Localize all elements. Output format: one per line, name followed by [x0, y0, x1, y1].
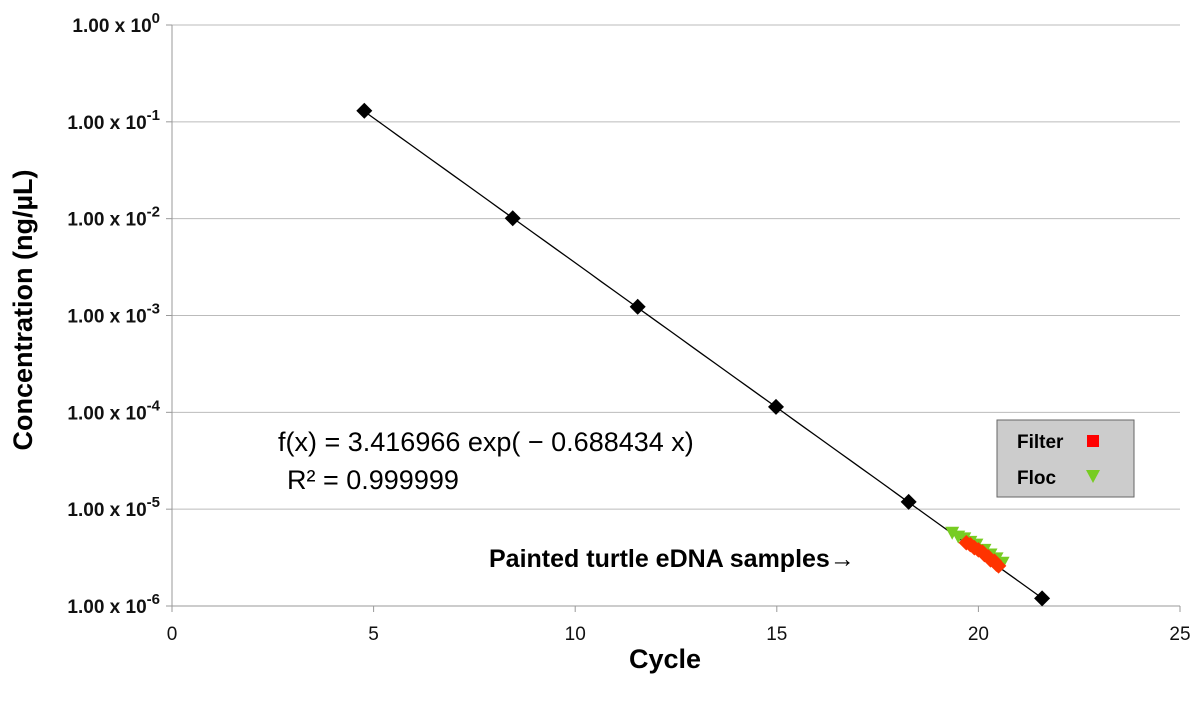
y-tick-label: 1.00 x 10-6: [67, 591, 160, 618]
x-tick-label: 5: [368, 624, 379, 645]
x-axis-ticks: 0 5 10 15 20 25: [167, 606, 1191, 645]
standard-point: [629, 298, 646, 315]
legend-box: [996, 419, 1135, 498]
y-axis-ticks: 1.00 x 100 1.00 x 10-1 1.00 x 10-2 1.00 x 1…: [67, 10, 172, 618]
y-tick-label: 1.00 x 10-3: [67, 301, 160, 328]
y-tick-label: 1.00 x 10-1: [67, 107, 160, 134]
filter-point: [990, 558, 1007, 574]
standard-point: [900, 493, 917, 510]
legend-marker-filter: [1087, 435, 1099, 447]
standard-point: [504, 210, 521, 227]
legend-marker-floc: [1086, 470, 1100, 483]
x-tick-label: 25: [1169, 624, 1190, 645]
y-tick-label: 1.00 x 10-4: [67, 397, 160, 424]
y-axis-title: Concentration (ng/µL): [8, 169, 38, 450]
legend-label-filter: Filter: [1017, 432, 1064, 453]
legend: Filter Floc: [996, 419, 1135, 498]
x-tick-label: 15: [766, 624, 787, 645]
annotation-painted-turtle: Painted turtle eDNA samples→: [489, 545, 855, 573]
x-tick-label: 10: [565, 624, 586, 645]
gridlines: [172, 24, 1180, 607]
trendline: [363, 110, 1043, 599]
x-tick-label: 0: [167, 624, 178, 645]
equation-line-1: f(x) = 3.416966 exp( − 0.688434 x): [278, 427, 694, 457]
trendline-path: [363, 110, 1043, 599]
equation-line-2: R² = 0.999999: [287, 465, 459, 495]
x-axis-title: Cycle: [629, 644, 701, 674]
y-tick-label: 1.00 x 10-2: [67, 204, 160, 231]
y-tick-label: 1.00 x 100: [72, 10, 160, 37]
legend-label-floc: Floc: [1017, 468, 1056, 489]
data-points: [356, 102, 1051, 607]
x-tick-label: 20: [968, 624, 989, 645]
floc-point: [945, 526, 960, 540]
y-tick-label: 1.00 x 10-5: [67, 494, 160, 521]
standard-point: [356, 102, 373, 119]
standard-point: [767, 398, 784, 415]
standard-point: [1034, 590, 1051, 607]
